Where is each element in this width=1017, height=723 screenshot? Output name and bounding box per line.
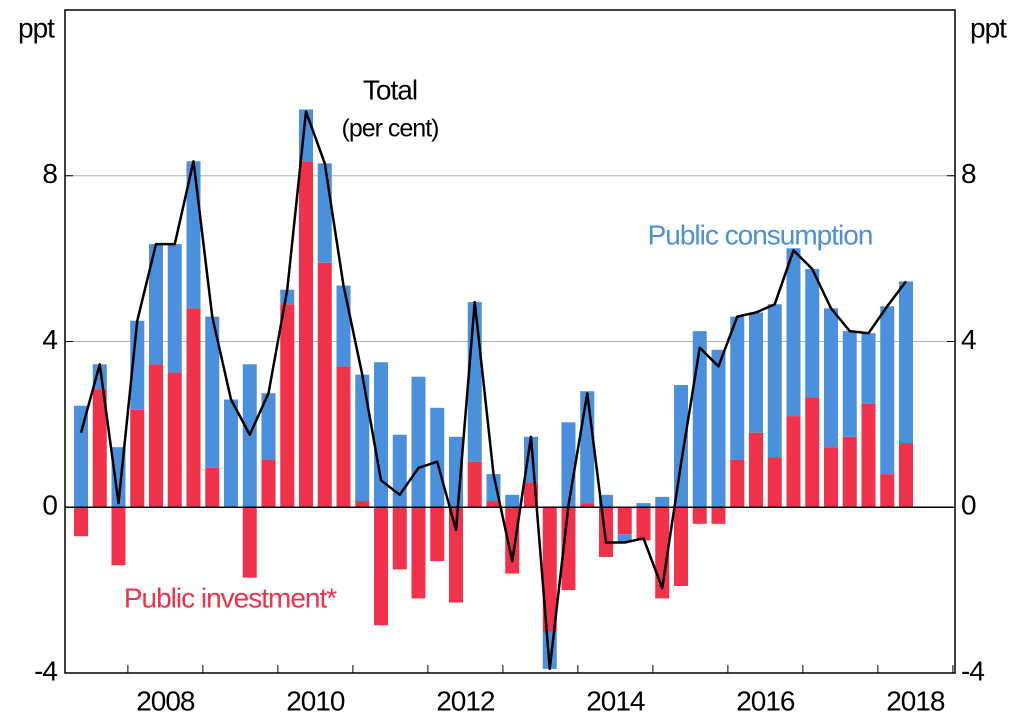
bar — [505, 494, 520, 508]
bar — [186, 308, 201, 508]
bar — [692, 507, 707, 524]
x-tick-label: 2008 — [136, 685, 195, 716]
bar — [261, 393, 276, 460]
y-tick-label: 4 — [42, 324, 57, 355]
bar — [317, 262, 332, 508]
bar — [542, 507, 557, 632]
bar — [411, 376, 426, 508]
bar — [842, 331, 857, 437]
bar — [842, 436, 857, 508]
bar — [880, 474, 895, 508]
y-axis-label: ppt — [18, 12, 55, 43]
bar — [467, 302, 482, 462]
plot-frame — [64, 9, 956, 674]
bar — [805, 268, 820, 398]
y2-tick-label: 4 — [961, 324, 976, 355]
bar — [674, 385, 688, 508]
x-tick-label: 2012 — [436, 685, 495, 716]
bar — [111, 507, 126, 566]
bar — [205, 316, 220, 468]
bar — [430, 407, 445, 508]
bar — [392, 507, 407, 570]
x-tick-label: 2010 — [286, 685, 345, 716]
bar — [636, 507, 651, 541]
x-tick-label: 2018 — [886, 685, 945, 716]
bar — [786, 248, 801, 417]
bar — [149, 244, 163, 365]
bar — [880, 306, 895, 475]
y2-tick-label: 0 — [961, 490, 976, 521]
bar — [374, 507, 388, 626]
bar — [730, 316, 745, 460]
bar — [467, 461, 482, 508]
y-tick-label: 8 — [42, 158, 57, 189]
bar — [74, 405, 88, 508]
bar — [261, 459, 276, 508]
bar — [711, 349, 726, 508]
bar — [899, 281, 913, 444]
total-line — [79, 110, 907, 671]
bar — [711, 507, 726, 524]
bar — [336, 366, 351, 508]
bar — [599, 507, 613, 557]
bar — [224, 399, 238, 508]
bar — [449, 507, 463, 603]
annotation: Public investment* — [124, 582, 337, 613]
bar — [242, 507, 257, 578]
bar — [636, 503, 651, 508]
bar — [74, 507, 88, 537]
bar — [130, 409, 145, 508]
annotation: (per cent) — [342, 115, 439, 143]
bar — [655, 496, 670, 508]
bar — [486, 501, 501, 508]
annotation: Public consumption — [648, 219, 873, 250]
bar — [580, 503, 595, 508]
bar — [899, 443, 913, 508]
bar — [767, 457, 782, 508]
bar — [786, 416, 801, 508]
bar — [167, 372, 182, 508]
bar — [430, 507, 445, 562]
y-tick-label: 0 — [42, 490, 57, 521]
bar — [299, 161, 313, 508]
y2-axis-label: ppt — [970, 12, 1007, 43]
bar — [92, 389, 107, 508]
bar — [861, 333, 876, 404]
y2-tick-label: 8 — [961, 158, 976, 189]
bar — [749, 432, 763, 508]
bar — [805, 397, 820, 508]
bar — [749, 312, 763, 433]
bar — [374, 362, 388, 508]
y2-tick-label: -4 — [961, 655, 984, 686]
bar — [205, 467, 220, 508]
bar — [617, 534, 632, 543]
bar — [411, 507, 426, 599]
y-tick-label: -4 — [34, 655, 57, 686]
bar — [149, 364, 163, 508]
bar — [355, 501, 370, 508]
bar — [824, 447, 838, 508]
bar — [617, 507, 632, 535]
bar — [392, 434, 407, 508]
x-tick-label: 2014 — [586, 685, 645, 716]
bar — [580, 391, 595, 504]
bar — [767, 304, 782, 458]
bar — [317, 163, 332, 263]
bar — [692, 331, 707, 508]
bar — [561, 422, 576, 508]
bar — [599, 494, 613, 508]
x-tick-label: 2016 — [736, 685, 795, 716]
bar — [824, 308, 838, 448]
bar — [505, 507, 520, 574]
bar — [674, 507, 688, 586]
bar — [280, 289, 295, 305]
bar — [167, 244, 182, 373]
bar — [336, 285, 351, 367]
annotation: Total — [363, 74, 417, 105]
bar — [280, 304, 295, 508]
bar — [861, 403, 876, 508]
bar — [355, 374, 370, 502]
bar — [730, 459, 745, 508]
